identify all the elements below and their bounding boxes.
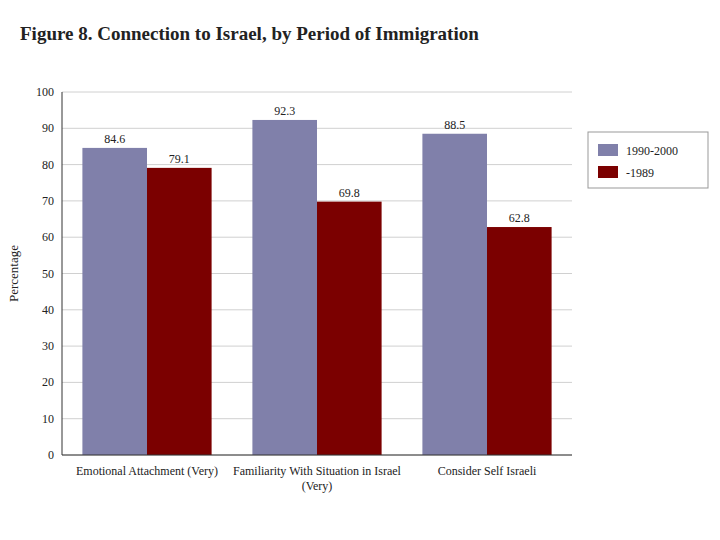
bars: [82, 120, 551, 455]
chart-svg: Figure 8. Connection to Israel, by Perio…: [0, 0, 720, 540]
y-tick-label: 0: [48, 448, 54, 462]
y-tick-label: 50: [42, 267, 54, 281]
data-label: 62.8: [509, 211, 530, 225]
x-tick-label: Emotional Attachment (Very): [76, 464, 218, 478]
legend-swatch: [598, 144, 618, 156]
legend-label: -1989: [626, 166, 654, 180]
y-axis-label: Percentage: [6, 245, 21, 302]
y-tick-label: 80: [42, 158, 54, 172]
x-tick-label: Consider Self Israeli: [438, 464, 537, 478]
bar: [317, 202, 382, 455]
chart-container: Figure 8. Connection to Israel, by Perio…: [0, 0, 720, 540]
legend: 1990-2000 -1989: [588, 132, 708, 188]
bar: [487, 227, 552, 455]
bar: [147, 168, 212, 455]
legend-frame: [588, 132, 708, 188]
y-tick-label: 20: [42, 375, 54, 389]
grid: [62, 92, 572, 455]
y-tick-label: 10: [42, 412, 54, 426]
grid-line: [62, 455, 572, 456]
data-label: 88.5: [444, 118, 465, 132]
y-tick-label: 100: [36, 85, 54, 99]
data-label: 79.1: [169, 152, 190, 166]
data-label: 69.8: [339, 186, 360, 200]
legend-swatch: [598, 166, 618, 178]
bar: [82, 148, 147, 455]
y-axis-line: [62, 92, 63, 455]
chart-title: Figure 8. Connection to Israel, by Perio…: [20, 23, 479, 44]
data-labels: 84.6 92.3 88.5 79.1 69.8 62.8: [104, 104, 530, 225]
y-tick-label: 70: [42, 194, 54, 208]
y-tick-label: 90: [42, 121, 54, 135]
x-axis-line: [62, 455, 572, 456]
y-tick-label: 30: [42, 339, 54, 353]
data-label: 92.3: [274, 104, 295, 118]
bar: [422, 134, 487, 455]
legend-label: 1990-2000: [626, 144, 678, 158]
data-label: 84.6: [104, 132, 125, 146]
y-tick-label: 40: [42, 303, 54, 317]
y-tick-label: 60: [42, 230, 54, 244]
grid-line: [62, 92, 572, 93]
x-tick-label: Familiarity With Situation in Israel(Ver…: [233, 464, 402, 493]
bar: [252, 120, 317, 455]
